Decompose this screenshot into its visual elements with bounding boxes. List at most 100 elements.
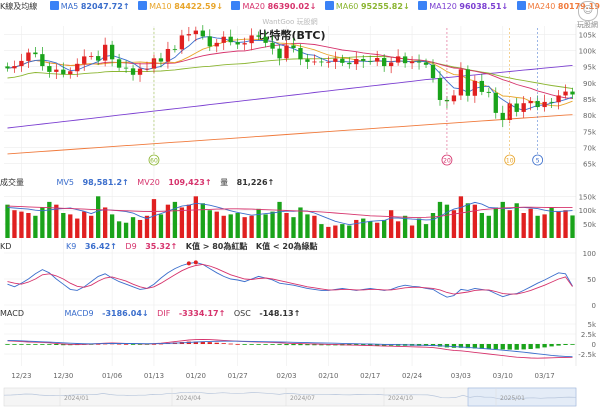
osc-bar — [430, 344, 436, 347]
k-line — [7, 261, 573, 298]
volume-bar — [333, 225, 338, 238]
event-marker — [441, 154, 453, 166]
volume-bar — [284, 213, 289, 238]
volume-bar — [33, 215, 38, 238]
osc-bar — [235, 343, 240, 345]
event-marker-label: 20 — [443, 158, 451, 165]
osc-bar — [228, 343, 233, 345]
volume-bar — [570, 215, 575, 238]
volume-bar — [82, 211, 87, 238]
volume-bar — [416, 218, 422, 238]
osc-bar — [472, 344, 478, 349]
osc-bar — [437, 344, 443, 347]
candle-body — [19, 60, 24, 67]
candle-body — [458, 69, 464, 96]
candle-body — [298, 48, 303, 60]
osc-bar — [193, 341, 198, 344]
candle-body — [193, 30, 198, 35]
event-marker-label: 10 — [506, 158, 514, 165]
candle-body — [61, 69, 66, 75]
candle-body — [54, 69, 59, 72]
volume-bar — [361, 218, 366, 238]
volume-bar — [556, 211, 561, 238]
volume-bar — [409, 225, 415, 238]
y-tick-label: 90k — [583, 80, 597, 88]
ma20-toggle[interactable]: MA20 86390.02↓ — [231, 1, 316, 11]
candle-body — [465, 69, 471, 96]
osc-bar — [521, 344, 526, 350]
candle-body — [542, 101, 547, 108]
volume-bar — [26, 213, 31, 238]
chart-title: 比特幣(BTC) — [258, 28, 325, 42]
candle-body — [528, 100, 533, 104]
osc-bar — [61, 344, 66, 346]
osc-bar — [47, 344, 52, 345]
osc-bar — [137, 344, 143, 345]
y-tick-label: 80k — [583, 112, 597, 120]
osc-bar — [298, 344, 303, 346]
checkbox-icon[interactable] — [418, 1, 428, 10]
y-tick-label: 2.5k — [581, 331, 597, 339]
volume-bar — [179, 207, 185, 238]
osc-bar — [451, 344, 457, 348]
y-tick-label: 85k — [583, 96, 597, 104]
volume-bar — [354, 219, 359, 238]
osc-bar — [305, 344, 310, 346]
volume-bar — [151, 199, 157, 238]
candle-body — [179, 35, 185, 50]
candle-body — [137, 68, 143, 75]
candle-body — [340, 58, 345, 63]
candle-body — [102, 44, 108, 61]
volume-bar — [528, 208, 533, 238]
candle-body — [256, 35, 261, 37]
ma5-toggle[interactable]: MA5 82047.72↑ — [49, 1, 130, 11]
osc-bar — [361, 344, 366, 346]
x-tick-label: 01/20 — [186, 372, 206, 380]
ma10-toggle[interactable]: MA10 84422.59↓ — [138, 1, 223, 11]
osc-bar — [479, 344, 484, 349]
osc-bar — [312, 344, 317, 346]
y-tick-label: 70k — [583, 144, 597, 152]
macd-line — [7, 339, 573, 358]
volume-bar — [47, 201, 52, 238]
candle-body — [472, 80, 478, 96]
candle-body — [130, 68, 136, 75]
checkbox-icon[interactable] — [49, 1, 59, 10]
ma60-toggle[interactable]: MA60 95255.82↓ — [324, 1, 410, 11]
ma60-line — [7, 56, 573, 90]
volume-bar — [214, 211, 219, 238]
volume-bar — [75, 218, 80, 238]
candle-body — [277, 48, 282, 59]
ma10-line — [7, 38, 573, 107]
volume-bar — [298, 207, 303, 238]
volume-bar — [500, 201, 505, 238]
ma120-toggle[interactable]: MA120 96038.51↓ — [418, 1, 508, 11]
osc-bar — [528, 344, 533, 349]
checkbox-icon[interactable] — [516, 1, 526, 10]
volume-bar — [123, 222, 129, 238]
checkbox-icon[interactable] — [138, 1, 148, 10]
overview-label: 2024/10 — [388, 395, 413, 402]
event-marker-label: 5 — [536, 158, 540, 165]
y-tick-label: 0 — [592, 341, 596, 349]
x-tick-label: 03/17 — [535, 372, 555, 380]
candle-body — [507, 103, 512, 120]
x-tick-label: 01/27 — [228, 372, 248, 380]
candle-body — [151, 58, 157, 69]
x-tick-label: 02/24 — [402, 372, 423, 380]
y-tick-label: 105k — [579, 31, 597, 39]
checkbox-icon[interactable] — [231, 1, 241, 10]
candle-body — [270, 42, 275, 49]
checkbox-icon[interactable] — [324, 1, 334, 10]
candle-body — [96, 56, 101, 61]
y-tick-label: -2.5k — [578, 351, 597, 359]
candle-body — [284, 45, 289, 59]
candle-body — [570, 91, 575, 95]
osc-bar — [500, 344, 505, 350]
candle-body — [486, 91, 491, 93]
volume-bar — [61, 213, 66, 238]
volume-bar — [507, 210, 512, 238]
osc-bar — [556, 344, 561, 346]
volume-bar — [242, 217, 247, 238]
